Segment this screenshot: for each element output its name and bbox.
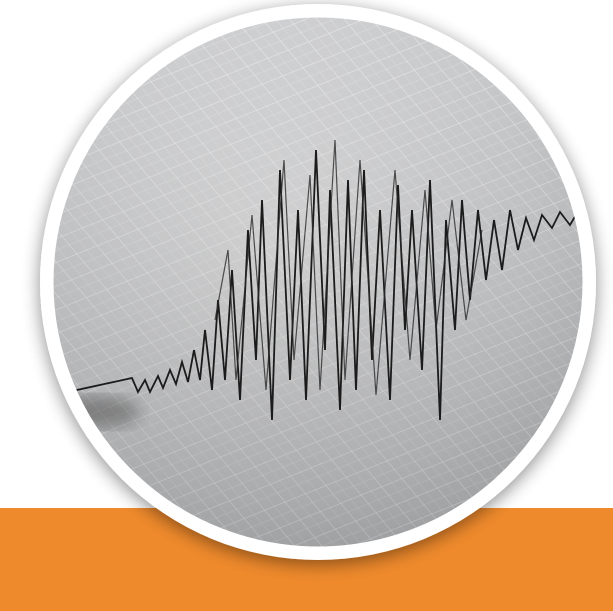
circle-border	[40, 4, 596, 560]
seismic-trace-echo	[214, 139, 483, 396]
stylus-shadow	[53, 396, 140, 428]
seismic-trace	[53, 149, 583, 421]
